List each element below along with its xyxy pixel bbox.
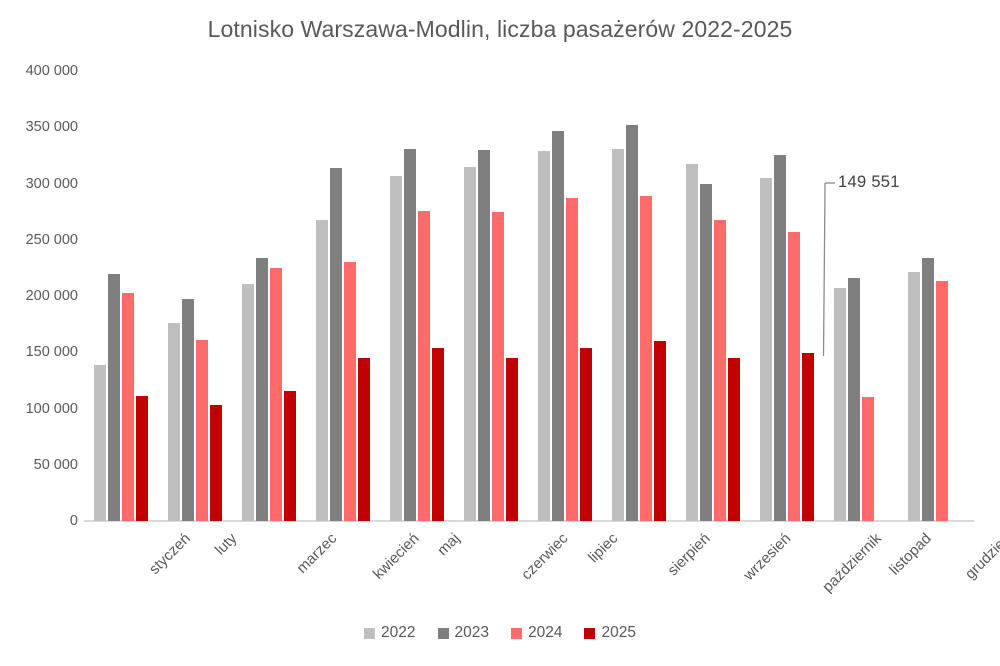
bar-2022-styczeń: [94, 364, 106, 521]
chart-legend: 2022 2023 2024 2025: [0, 624, 1000, 642]
bar-2022-październik: [760, 177, 772, 521]
bar-2025-styczeń: [136, 396, 148, 521]
y-axis-tick-7: 350 000: [25, 119, 78, 136]
bar-2023-grudzień: [922, 257, 934, 521]
x-axis-label-wrzesień: wrzesień: [740, 530, 795, 584]
x-axis-label-kwiecień: kwiecień: [369, 530, 423, 583]
bar-2023-sierpień: [626, 125, 638, 521]
bar-2022-marzec: [242, 283, 254, 521]
x-axis-line: [84, 520, 974, 522]
y-axis-tick-5: 250 000: [25, 231, 78, 248]
bar-2023-kwiecień: [330, 167, 342, 521]
bar-2024-sierpień: [640, 195, 652, 521]
x-axis-label-czerwiec: czerwiec: [518, 530, 572, 584]
legend-label: 2022: [381, 624, 416, 641]
bar-2024-październik: [788, 231, 800, 521]
bar-2023-styczeń: [108, 273, 120, 521]
bar-group: [84, 71, 158, 521]
bar-group: [750, 71, 824, 521]
legend-swatch-icon-2022: [364, 627, 376, 639]
legend-item-2024[interactable]: 2024: [511, 624, 562, 642]
bar-2023-luty: [182, 299, 194, 521]
bar-2023-październik: [774, 155, 786, 521]
bar-group: [380, 71, 454, 521]
bar-2025-lipiec: [580, 347, 592, 521]
x-axis-label-grudzień: grudzień: [961, 530, 1000, 583]
plot-bars: [84, 71, 972, 521]
bar-2023-maj: [404, 148, 416, 521]
y-axis-tick-6: 300 000: [25, 175, 78, 192]
bar-2024-grudzień: [936, 281, 948, 521]
bar-group: [676, 71, 750, 521]
bar-2022-wrzesień: [686, 164, 698, 521]
bar-2024-styczeń: [122, 292, 134, 521]
legend-label: 2025: [601, 624, 636, 641]
x-axis-label-sierpień: sierpień: [664, 530, 714, 580]
bar-group: [528, 71, 602, 521]
x-axis-label-luty: luty: [211, 530, 241, 559]
legend-item-2025[interactable]: 2025: [584, 624, 636, 642]
bar-group: [898, 71, 972, 521]
bar-group: [306, 71, 380, 521]
x-axis-label-styczeń: styczeń: [145, 530, 194, 578]
x-axis-labels: styczeń luty marzec kwiecień maj czerwiec lipi…: [84, 522, 1000, 612]
legend-item-2023[interactable]: 2023: [437, 624, 489, 642]
bar-2025-luty: [210, 405, 222, 521]
bar-2022-maj: [390, 175, 402, 521]
legend-item-2022[interactable]: 2022: [364, 624, 416, 642]
bar-2022-lipiec: [538, 150, 550, 521]
bar-2023-listopad: [848, 278, 860, 521]
y-axis-tick-8: 400 000: [25, 63, 78, 79]
bar-2025-październik: [802, 352, 814, 521]
bar-2025-wrzesień: [728, 357, 740, 521]
legend-swatch-icon-2025: [584, 627, 596, 639]
bar-2024-luty: [196, 339, 208, 521]
bar-2022-luty: [168, 323, 180, 521]
chart-title: Lotnisko Warszawa-Modlin, liczba pasażer…: [207, 16, 793, 42]
bar-2022-czerwiec: [464, 166, 476, 521]
bar-2025-sierpień: [654, 341, 666, 521]
y-axis-tick-4: 200 000: [25, 288, 78, 304]
bar-2024-lipiec: [566, 198, 578, 521]
bar-group: [232, 71, 306, 521]
bar-2023-lipiec: [552, 130, 564, 521]
bar-2022-grudzień: [908, 272, 920, 521]
x-axis-label-lipiec: lipiec: [585, 530, 622, 567]
bar-2025-kwiecień: [358, 357, 370, 521]
y-axis-tick-3: 150 000: [25, 344, 78, 361]
x-axis-label-maj: maj: [434, 530, 464, 560]
bar-2024-listopad: [862, 397, 874, 521]
bar-2024-czerwiec: [492, 211, 504, 521]
y-axis: 0 50 000 100 000 150 000 200 000 250 000 300 0…: [0, 0, 78, 592]
bar-group: [158, 71, 232, 521]
y-axis-tick-1: 50 000: [33, 456, 78, 473]
bar-2025-marzec: [284, 390, 296, 521]
x-axis-label-listopad: listopad: [886, 530, 935, 579]
bar-2025-maj: [432, 347, 444, 521]
legend-label: 2024: [528, 624, 563, 641]
bar-group: [824, 71, 898, 521]
bar-2022-listopad: [834, 288, 846, 521]
bar-2022-sierpień: [612, 148, 624, 521]
x-axis-label-październik: październik: [819, 530, 885, 596]
bar-2022-kwiecień: [316, 219, 328, 521]
bar-2024-kwiecień: [344, 262, 356, 521]
bar-2023-czerwiec: [478, 149, 490, 521]
x-axis-label-marzec: marzec: [293, 530, 341, 577]
bar-group: [454, 71, 528, 521]
bar-2024-marzec: [270, 267, 282, 521]
bar-2024-maj: [418, 210, 430, 521]
y-axis-tick-0: 0: [69, 513, 78, 529]
bar-2024-wrzesień: [714, 219, 726, 521]
bar-2025-czerwiec: [506, 357, 518, 521]
bar-group: [602, 71, 676, 521]
y-axis-tick-2: 100 000: [25, 400, 78, 417]
bar-2023-wrzesień: [700, 183, 712, 521]
annotation-value-149551: 149 551: [838, 173, 900, 191]
legend-swatch-icon-2024: [511, 627, 522, 639]
legend-swatch-icon-2023: [437, 627, 449, 639]
bar-2023-marzec: [256, 257, 268, 521]
legend-label: 2023: [454, 624, 489, 641]
